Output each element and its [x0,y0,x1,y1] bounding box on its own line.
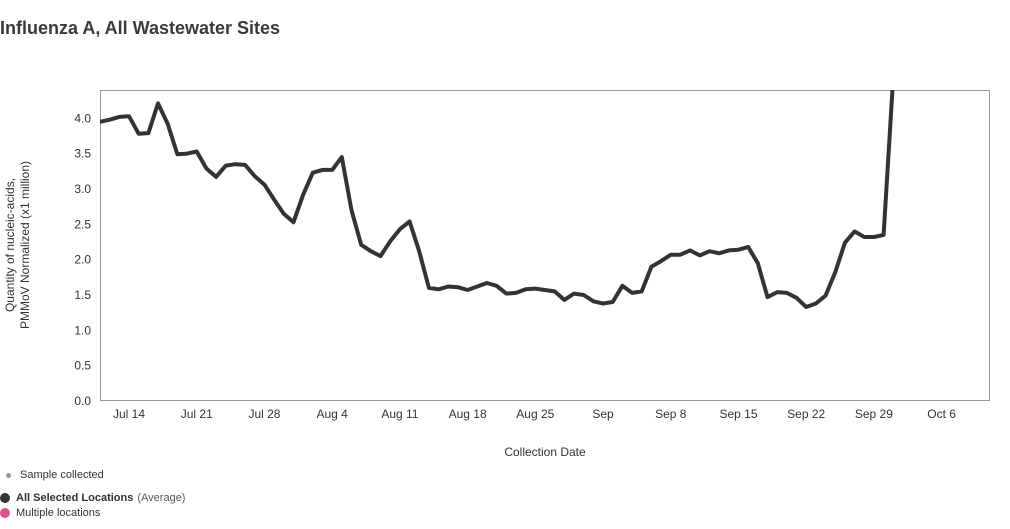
plot-area [100,90,990,401]
x-axis: Jul 14 Jul 21 Jul 28 Aug 4 Aug 11 Aug 18 Aug 2… [113,407,956,421]
x-tick-label: Sep 15 [719,407,757,421]
x-tick-label: Sep [592,407,614,421]
legend-multi-label: Multiple locations [16,507,101,519]
series-line-all-selected-locations[interactable] [100,76,895,309]
legend-sample-label: Sample collected [20,469,104,481]
x-tick-label: Aug 11 [381,407,418,421]
x-tick-label: Jul 14 [113,407,145,421]
series-layer [100,76,895,309]
y-axis-title-line-1: Quantity of nucleic-acids, [3,178,17,312]
x-tick-label: Aug 25 [516,407,554,421]
y-tick-label: 2.5 [74,217,91,231]
x-tick-label: Sep 8 [655,407,687,421]
y-tick-label: 1.5 [74,288,91,302]
y-tick-label: 0.0 [74,394,91,408]
chart: 0.0 0.5 1.0 1.5 2.0 2.5 3.0 3.5 4.0 Jul 14 Jul 21… [3,76,990,459]
x-tick-label: Jul 28 [248,407,280,421]
x-axis-title: Collection Date [504,445,586,459]
all-locations-dot-icon [0,493,10,503]
legend-all-suffix: (Average) [137,492,186,504]
legend-multiple-locations[interactable]: Multiple locations [0,507,100,519]
y-tick-label: 3.5 [74,147,91,161]
x-tick-label: Aug 18 [449,407,487,421]
legend-all-label: All Selected Locations [16,492,134,504]
chart-title: Influenza A, All Wastewater Sites [0,18,281,38]
x-tick-label: Sep 22 [787,407,825,421]
legend-sample-collected: Sample collected [6,469,104,481]
x-tick-label: Oct 6 [927,407,956,421]
legend-all-locations[interactable]: All Selected Locations (Average) [0,492,185,504]
y-axis-title-line-2: PMMoV Normalized (x1 million) [18,161,32,329]
sample-dot-icon [6,472,11,478]
x-tick-label: Sep 29 [855,407,893,421]
y-tick-label: 1.0 [74,323,91,337]
y-tick-label: 4.0 [74,111,91,125]
multiple-locations-dot-icon [0,508,10,518]
x-tick-label: Aug 4 [316,407,348,421]
y-tick-label: 0.5 [74,359,91,373]
x-tick-label: Jul 21 [181,407,213,421]
y-axis: 0.0 0.5 1.0 1.5 2.0 2.5 3.0 3.5 4.0 [74,111,91,408]
y-tick-label: 3.0 [74,182,91,196]
y-tick-label: 2.0 [74,253,91,267]
